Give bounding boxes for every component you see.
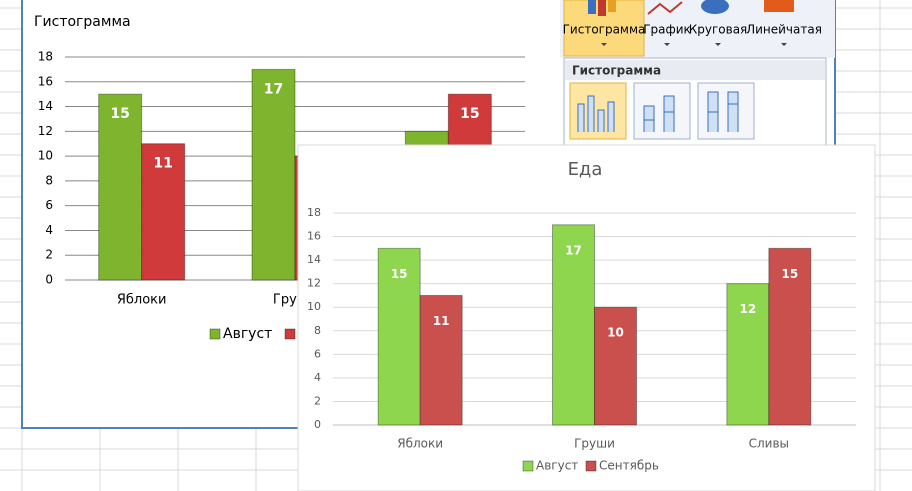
- bar: [768, 247, 812, 426]
- gallery-item[interactable]: [697, 82, 755, 140]
- y-tick-label: 2: [45, 248, 53, 262]
- y-tick-label: 10: [38, 149, 53, 163]
- gallery-header: [565, 60, 825, 80]
- icon: [643, 95, 675, 132]
- data-label: 15: [110, 106, 129, 122]
- y-tick-label: 18: [38, 50, 53, 64]
- front-chart: Еда 0 2 4 6 8 10 12 14 16 18 Яблоки 15 11 Груши 17 10 Сли…: [297, 144, 876, 491]
- icon: [644, 111, 674, 121]
- x-tick-label: Сливы: [749, 437, 789, 451]
- data-label: 15: [391, 267, 408, 281]
- bar: [594, 306, 637, 426]
- y-tick-label: 0: [45, 273, 53, 287]
- y-tick-label: 16: [38, 74, 53, 88]
- gallery-item[interactable]: [633, 82, 691, 140]
- chart-title: Еда: [568, 159, 603, 180]
- bar: [141, 143, 186, 281]
- icon: [588, 0, 596, 14]
- y-tick-label: 8: [314, 324, 321, 337]
- button-label[interactable]: Гистограмма: [563, 23, 646, 37]
- icon: [764, 0, 794, 12]
- icon: [707, 91, 739, 132]
- chart-title: Гистограмма: [34, 14, 131, 30]
- legend-label: Август: [223, 326, 272, 342]
- y-tick-label: 0: [314, 418, 321, 431]
- button-label[interactable]: Линейчатая: [746, 23, 822, 37]
- data-label: 11: [153, 156, 172, 172]
- data-label: 12: [739, 302, 756, 316]
- y-tick-label: 14: [307, 253, 321, 266]
- legend-label: Сентябрь: [599, 459, 659, 473]
- y-tick-label: 10: [307, 300, 321, 313]
- data-label: 11: [433, 314, 450, 328]
- bar: [552, 224, 595, 426]
- data-label: 10: [607, 326, 624, 340]
- legend-swatch: [209, 328, 221, 340]
- data-label: 17: [565, 243, 582, 257]
- legend-label: Август: [536, 459, 578, 473]
- x-tick-label: Яблоки: [117, 293, 167, 308]
- legend-swatch: [284, 328, 296, 340]
- y-tick-label: 18: [307, 206, 321, 219]
- bar: [251, 68, 296, 281]
- icon: [577, 95, 615, 132]
- y-tick-label: 6: [314, 347, 321, 360]
- button-label[interactable]: График: [643, 23, 691, 37]
- data-label: 17: [264, 81, 283, 97]
- y-tick-label: 6: [45, 198, 53, 212]
- data-label: 15: [460, 106, 479, 122]
- icon: [598, 0, 606, 16]
- y-tick-label: 12: [307, 277, 321, 290]
- button-label[interactable]: Круговая: [689, 23, 748, 37]
- bar: [726, 283, 770, 426]
- icon: [608, 0, 616, 12]
- y-tick-label: 4: [45, 223, 53, 237]
- icon: [647, 1, 683, 15]
- data-label: 15: [781, 267, 798, 281]
- y-tick-label: 16: [307, 230, 321, 243]
- y-tick-label: 2: [314, 394, 321, 407]
- x-tick-label: Груши: [574, 437, 615, 451]
- x-tick-label: Яблоки: [397, 437, 443, 451]
- ribbon: Гистограмма График Круговая Линейчатая Г…: [560, 0, 835, 149]
- y-tick-label: 14: [38, 99, 53, 113]
- bar: [419, 294, 463, 426]
- y-tick-label: 8: [45, 173, 53, 187]
- legend-swatch: [585, 460, 597, 472]
- y-tick-label: 4: [314, 371, 321, 384]
- gallery-title: Гистограмма: [572, 64, 661, 78]
- bar: [98, 93, 143, 281]
- legend-swatch: [522, 460, 534, 472]
- bar: [377, 247, 421, 426]
- icon: [701, 0, 729, 14]
- y-tick-label: 12: [38, 124, 53, 138]
